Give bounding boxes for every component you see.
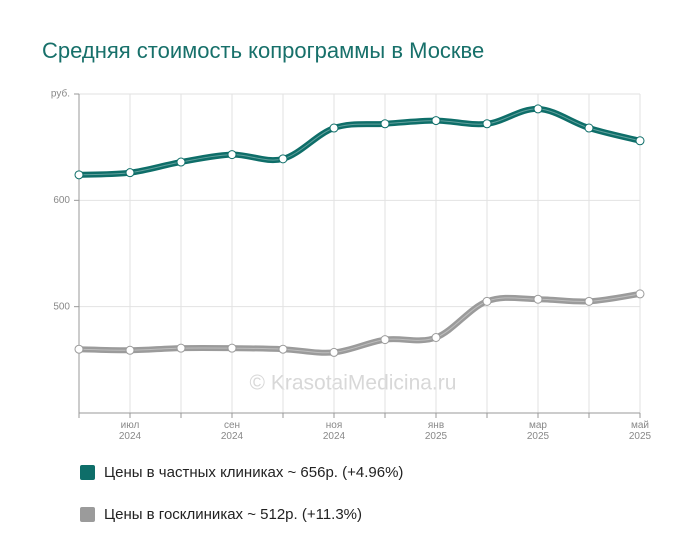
x-tick-label: июл 2024 (119, 420, 142, 442)
data-point (278, 154, 288, 164)
data-point (533, 294, 543, 304)
data-point (635, 289, 645, 299)
x-tick-label: сен 2024 (221, 420, 244, 442)
data-point (227, 150, 237, 160)
data-point (635, 136, 645, 146)
data-point (227, 343, 237, 353)
data-point (482, 119, 492, 129)
data-point (380, 335, 390, 345)
data-point (329, 123, 339, 133)
x-tick-label: май 2025 (629, 420, 652, 442)
data-point (125, 168, 135, 178)
x-tick-label: ноя 2024 (323, 420, 346, 442)
legend-label: Цены в госклиниках ~ 512р. (+11.3%) (104, 506, 362, 523)
data-point (278, 344, 288, 354)
watermark: © KrasotaiMedicina.ru (250, 372, 457, 395)
legend-label: Цены в частных клиниках ~ 656р. (+4.96%) (104, 464, 403, 481)
chart-title: Средняя стоимость копрограммы в Москве (42, 38, 484, 63)
x-tick-label: янв 2025 (425, 420, 448, 442)
y-tick-label: руб. (51, 88, 70, 100)
data-point (431, 333, 441, 343)
x-tick-label: мар 2025 (527, 420, 550, 442)
data-point (329, 347, 339, 357)
legend-swatch (80, 465, 95, 480)
legend-swatch (80, 507, 95, 522)
data-point (584, 123, 594, 133)
data-point (584, 296, 594, 306)
data-point (125, 345, 135, 355)
data-point (431, 116, 441, 126)
data-point (176, 157, 186, 167)
data-point (533, 104, 543, 114)
data-point (482, 296, 492, 306)
data-point (74, 344, 84, 354)
data-point (176, 343, 186, 353)
data-point (380, 119, 390, 129)
y-tick-label: 500 (53, 301, 70, 312)
data-point (74, 170, 84, 180)
y-tick-label: 600 (53, 195, 70, 206)
